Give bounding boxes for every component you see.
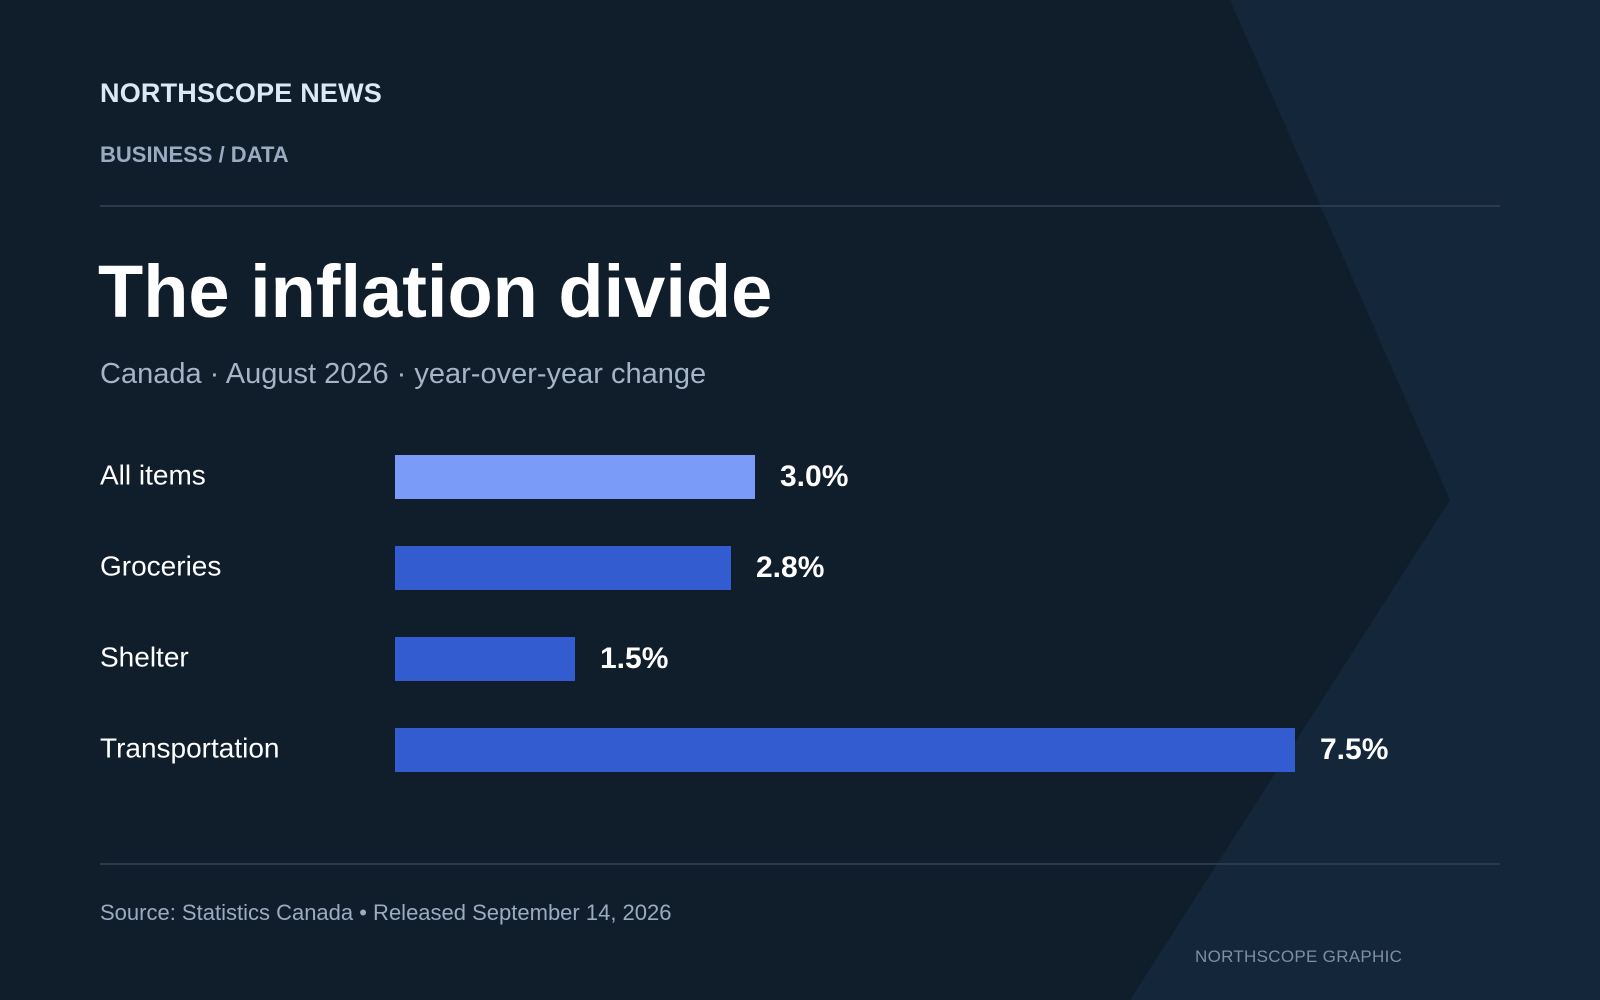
value-label: 2.8%	[756, 551, 824, 584]
category-label: Transportation	[100, 732, 280, 763]
category-label: Groceries	[100, 550, 221, 581]
bar	[395, 637, 575, 681]
bar	[395, 728, 1295, 772]
masthead: NORTHSCOPE NEWS	[100, 78, 383, 108]
bar	[395, 455, 755, 499]
bottom-divider	[100, 863, 1500, 865]
value-label: 3.0%	[780, 460, 848, 493]
headline: The inflation divide	[98, 250, 773, 333]
value-label: 7.5%	[1320, 733, 1388, 766]
section-label: BUSINESS / DATA	[100, 142, 289, 167]
subtitle: Canada · August 2026 · year-over-year ch…	[100, 358, 707, 390]
bar	[395, 546, 731, 590]
graphic-credit: NORTHSCOPE GRAPHIC	[1195, 947, 1403, 966]
top-divider	[100, 205, 1500, 207]
category-label: Shelter	[100, 641, 189, 672]
value-label: 1.5%	[600, 642, 668, 675]
category-label: All items	[100, 459, 206, 490]
source-note: Source: Statistics Canada • Released Sep…	[100, 900, 672, 925]
